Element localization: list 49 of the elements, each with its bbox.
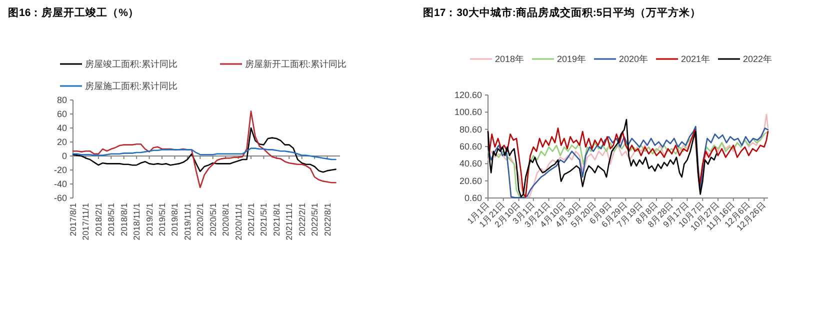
y-tick-label: 40: [56, 123, 67, 133]
legend-房屋新开工面积:累计同比: 房屋新开工面积:累计同比: [220, 59, 347, 69]
y-tick-label: 20: [56, 137, 67, 147]
x-tick-label: 2021/8/1: [271, 202, 282, 236]
x-tick-label: 2019/11/1: [182, 202, 192, 240]
legend-label: 房屋新开工面积:累计同比: [245, 59, 347, 69]
chart-title: 图16：房屋开工竣工（%）: [8, 6, 140, 19]
x-tick-label: 2018/8/1: [118, 202, 129, 236]
y-tick-label: -40: [54, 179, 67, 189]
x-tick-label: 2019/2/1: [144, 202, 154, 236]
y-tick-label: 0: [62, 151, 67, 161]
y-tick-label: 80.60: [459, 124, 482, 134]
legend-label: 2020年: [619, 54, 648, 64]
x-tick-label: 2019/5/1: [157, 202, 167, 236]
legend-label: 2022年: [743, 54, 772, 64]
y-tick-label: -20: [54, 165, 67, 175]
x-tick-label: 2019/8/1: [170, 202, 180, 236]
legend-房屋施工面积:累计同比: 房屋施工面积:累计同比: [60, 81, 178, 91]
x-tick-label: 2022/5/1: [310, 202, 320, 236]
x-tick-label: 2017/8/1: [68, 202, 78, 236]
legend-label: 2021年: [681, 54, 710, 64]
x-tick-label: 2018/11/1: [132, 202, 142, 240]
y-tick-label: 0.60: [464, 193, 482, 203]
x-tick-label: 2021/2/1: [246, 202, 256, 236]
legend-label: 2018年: [495, 54, 524, 64]
y-tick-label: 100.60: [454, 107, 482, 118]
legend-房屋竣工面积:累计同比: 房屋竣工面积:累计同比: [60, 59, 178, 69]
x-tick-label: 2022/2/1: [296, 202, 307, 236]
chart-title: 图17：30大中城市:商品房成交面积:5日平均（万平方米）: [423, 6, 702, 19]
x-tick-label: 2020/11/1: [233, 202, 244, 240]
x-tick-label: 2020/2/1: [195, 202, 206, 236]
y-tick-label: -60: [54, 193, 67, 203]
y-tick-label: 60: [56, 109, 67, 119]
y-tick-label: 60.60: [459, 142, 482, 152]
y-tick-label: 40.60: [459, 158, 482, 169]
x-tick-label: 2020/8/1: [220, 202, 231, 236]
legend-label: 房屋竣工面积:累计同比: [85, 59, 178, 69]
x-tick-label: 2017/11/1: [80, 202, 91, 240]
x-tick-label: 2022/8/1: [322, 202, 332, 236]
x-tick-label: 2021/11/1: [284, 202, 294, 240]
x-tick-label: 2021/5/1: [258, 202, 269, 236]
legend-label: 2019年: [557, 54, 586, 64]
y-tick-label: 20.60: [459, 176, 482, 186]
legend-label: 房屋施工面积:累计同比: [85, 81, 178, 91]
x-tick-label: 2018/2/1: [93, 202, 104, 236]
y-tick-label: 80: [56, 95, 67, 105]
y-tick-label: 120.60: [454, 90, 482, 100]
x-tick-label: 2020/5/1: [208, 202, 218, 236]
x-tick-label: 2018/5/1: [106, 202, 116, 236]
